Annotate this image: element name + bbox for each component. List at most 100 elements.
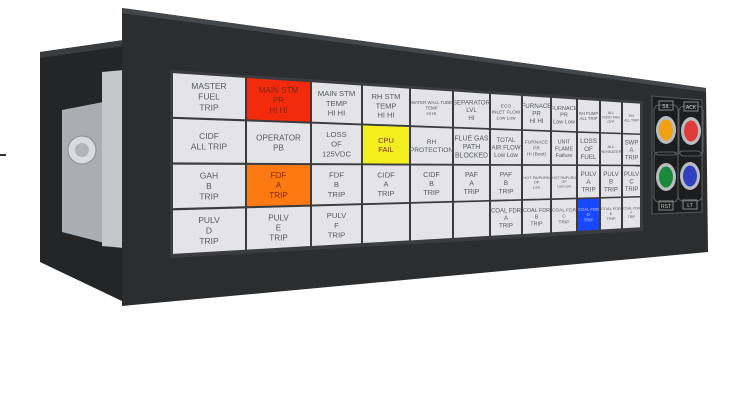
annunciator-label: MAIN STM TEMP HI HI xyxy=(318,89,356,117)
annunciator-window xyxy=(523,199,550,234)
annunciator-window xyxy=(312,123,361,164)
button-label-box xyxy=(682,199,698,210)
mounting-bracket-face xyxy=(102,70,124,248)
annunciator-label: ECO INLET FLOW Low Low xyxy=(492,104,521,122)
annunciator-label: MAIN STM PR HI HI xyxy=(259,86,299,115)
annunciator-window xyxy=(552,165,576,199)
annunciator-label: RH PROTECTION xyxy=(410,139,453,154)
annunciator-window xyxy=(173,73,245,120)
annunciator-label: PULV C TRIP xyxy=(624,172,639,193)
annunciator-label: RH STM TEMP HI HI xyxy=(372,92,401,120)
annunciator-label: FDF A TRIP xyxy=(269,171,287,200)
annunciator-label: COAL FDR E TRIP xyxy=(601,206,621,221)
annunciator-label: LOSS OF 125VDC xyxy=(322,130,352,158)
annunciator-window xyxy=(363,165,409,204)
annunciator-label: LOSS OF FUEL xyxy=(580,138,597,161)
annunciator-window xyxy=(247,164,310,207)
annunciator-label: PULV A TRIP xyxy=(581,171,598,194)
annunciator-window xyxy=(578,99,599,132)
annunciator-window xyxy=(601,166,621,198)
blue-lamp-button-icon[interactable] xyxy=(683,165,697,187)
annunciator-label: PULV D TRIP xyxy=(198,215,220,246)
annunciator-label: COAL FDR C TRIP xyxy=(552,207,577,225)
annunciator-window xyxy=(601,133,621,165)
annunciator-label: ALL REHEATER xyxy=(600,144,622,154)
annunciator-label: MASTER FUEL TRIP xyxy=(191,81,226,112)
annunciator-window xyxy=(411,165,452,202)
annunciator-window xyxy=(491,165,521,200)
button-frame xyxy=(653,104,679,156)
annunciator-window xyxy=(578,132,599,165)
button-label: ACK xyxy=(686,105,697,111)
annunciator-window xyxy=(601,198,621,230)
annunciator-window xyxy=(578,166,599,198)
annunciator-window xyxy=(247,206,310,250)
bezel-top-edge xyxy=(122,8,706,92)
annunciator-label: COAL FDR F TRIP xyxy=(623,207,641,220)
annunciator-label: PAF A TRIP xyxy=(464,172,480,196)
annunciator-label: ALL FD/ID FAN OFF xyxy=(602,111,620,124)
annunciator-window xyxy=(454,165,489,201)
control-buttons: SIL ACK RST LT xyxy=(653,100,704,211)
annunciator-label: WATER WALL TUBE TEMP HI HI xyxy=(411,100,452,116)
button-frame xyxy=(678,105,704,157)
annunciator-window xyxy=(623,134,640,165)
annunciator-window xyxy=(523,130,550,165)
button-label: LT xyxy=(687,203,692,209)
button-label-box xyxy=(683,101,699,112)
annunciator-grid: MASTER FUEL TRIP MAIN STM PR HI HI MAIN STM TEM… xyxy=(173,73,641,254)
annunciator-window xyxy=(363,203,409,244)
amber-lamp-button-icon[interactable] xyxy=(659,119,673,141)
button-label-box xyxy=(658,200,674,211)
annunciator-label: GAH B TRIP xyxy=(199,170,219,201)
annunciator-label: UNIT FLAME Failure xyxy=(555,139,574,159)
annunciator-window xyxy=(552,97,576,132)
red-lamp-button-icon[interactable] xyxy=(684,120,698,142)
annunciator-window xyxy=(552,131,576,165)
annunciator-window xyxy=(173,208,245,254)
annunciator-label: PAF B TRIP xyxy=(498,172,514,196)
annunciator-window xyxy=(312,165,361,205)
annunciator-label: COAL FDR B TRIP xyxy=(523,208,550,228)
annunciator-window xyxy=(363,85,409,126)
bracket-screw-head xyxy=(75,143,89,157)
annunciator-label: FLUE GAS PATH BLOCKED xyxy=(454,135,488,159)
annunciator-window xyxy=(411,202,452,241)
annunciator-window xyxy=(454,91,489,129)
side-housing-edge xyxy=(40,40,124,58)
annunciator-label: SWP A TRIP xyxy=(625,140,639,161)
annunciator-window xyxy=(312,205,361,246)
annunciator-label: OPERATOR PB xyxy=(256,134,301,153)
annunciator-label: FURNACE PR HI (Boot) xyxy=(525,140,548,158)
annunciator-window xyxy=(523,96,550,131)
annunciator-window xyxy=(491,200,521,236)
green-lamp-button-icon[interactable] xyxy=(659,166,673,188)
annunciator-label: TOTAL AIR FLOW Low Low xyxy=(491,138,520,159)
annunciator-window xyxy=(491,129,521,165)
annunciator-label: COAL FDR A TRIP xyxy=(491,209,522,230)
button-label-box xyxy=(658,100,674,111)
annunciator-label: HOT PA/PURN OP Low xyxy=(523,175,549,190)
annunciator-label: PULV F TRIP xyxy=(327,211,347,239)
annunciator-window xyxy=(523,165,550,200)
annunciator-label: COAL FDR D TRIP xyxy=(578,207,599,223)
annunciator-window xyxy=(173,118,245,163)
annunciator-label: RH ALL TRIP xyxy=(624,114,639,122)
annunciator-window xyxy=(491,93,521,130)
annunciator-label: CIDF B TRIP xyxy=(423,170,440,197)
annunciator-label: PULV B TRIP xyxy=(603,171,619,193)
annunciator-window xyxy=(312,82,361,124)
annunciator-label: FURNACE PR Low Low xyxy=(551,106,578,126)
annunciator-window xyxy=(363,125,409,164)
annunciator-window xyxy=(623,102,640,134)
annunciator-window xyxy=(247,77,310,122)
annunciator-label: FURNACE PR HI HI xyxy=(522,103,552,125)
annunciator-label: CIDF ALL TRIP xyxy=(191,131,228,152)
annunciator-window xyxy=(623,197,640,229)
annunciator-window xyxy=(247,121,310,164)
annunciator-window xyxy=(552,199,576,233)
cable-mark xyxy=(0,154,6,156)
annunciator-label: CIDF A TRIP xyxy=(377,170,395,198)
annunciator-window xyxy=(623,166,640,197)
annunciator-window xyxy=(454,128,489,164)
